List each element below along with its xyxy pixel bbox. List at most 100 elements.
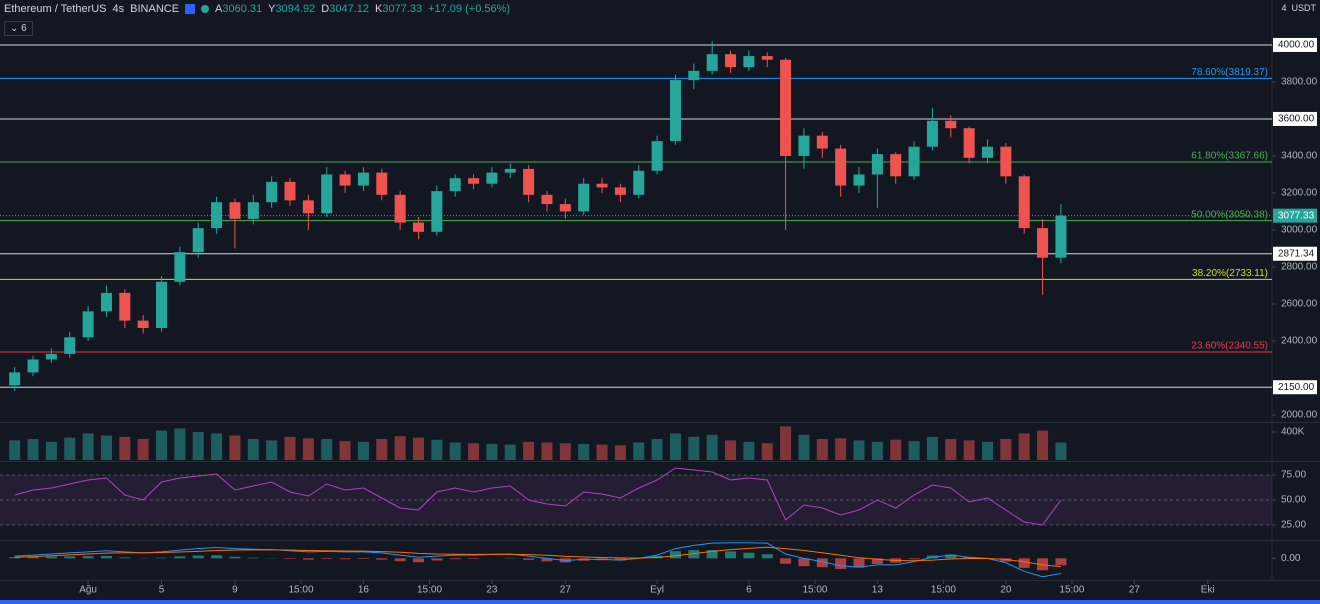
candle-body — [596, 183, 608, 188]
macd-histogram — [211, 555, 223, 559]
macd-histogram — [725, 551, 737, 559]
candle-body — [119, 292, 131, 321]
candle-body — [376, 172, 388, 195]
macd-histogram — [523, 558, 535, 560]
fib-label: 61.80%(3367.66) — [1191, 151, 1268, 162]
volume-bar — [890, 439, 902, 460]
bottom-bar — [0, 600, 1320, 604]
x-tick-label: 20 — [1000, 585, 1012, 596]
volume-bar — [504, 444, 516, 460]
volume-bar — [321, 439, 333, 460]
candle-body — [981, 146, 994, 158]
y-tick-label: 25.00 — [1281, 520, 1306, 531]
volume-bar — [908, 441, 920, 460]
last-price-label: 3077.33 — [1278, 210, 1315, 221]
volume-bar — [64, 437, 76, 460]
indicators-toggle[interactable]: ⌄ 6 — [4, 21, 33, 36]
volume-bar — [376, 439, 388, 460]
candle-body — [357, 172, 369, 186]
volume-bar — [211, 433, 223, 460]
y-tick-label: 3800.00 — [1281, 77, 1318, 88]
volume-bar — [1018, 433, 1030, 460]
candle-body — [559, 204, 571, 212]
macd-histogram — [412, 558, 424, 563]
x-tick-label: 15:00 — [289, 585, 314, 596]
volume-bar — [780, 426, 792, 460]
volume-bar — [119, 436, 131, 460]
candle-body — [541, 194, 553, 205]
x-tick-label: 27 — [1129, 585, 1141, 596]
y-tick-label: 3400.00 — [1281, 151, 1318, 162]
macd-histogram — [908, 558, 920, 560]
candle-body — [137, 320, 149, 329]
volume-bar — [541, 442, 553, 460]
volume-bar — [835, 438, 847, 460]
candle-body — [614, 187, 626, 195]
volume-bar — [963, 440, 975, 460]
volume-bar — [853, 440, 865, 460]
candle-body — [780, 59, 792, 156]
volume-bar — [284, 436, 296, 460]
interval: 4s — [112, 3, 125, 15]
volume-bar — [412, 437, 424, 460]
macd-histogram — [835, 558, 847, 569]
volume-bar — [669, 433, 681, 460]
macd-histogram — [82, 556, 94, 559]
volume-bar — [357, 441, 369, 460]
x-tick-label: 23 — [486, 585, 498, 596]
volume-bar — [926, 436, 938, 460]
ohlc-value: 3077.33 — [382, 3, 423, 15]
volume-bar — [981, 441, 994, 460]
candle-body — [835, 148, 847, 186]
volume-bar — [302, 438, 314, 460]
candle-body — [1000, 146, 1012, 177]
macd-histogram — [431, 558, 443, 561]
fib-label: 78.60%(3819.37) — [1191, 67, 1268, 78]
x-tick-label: 15:00 — [931, 585, 956, 596]
macd-histogram — [780, 558, 792, 564]
macd-histogram — [449, 558, 461, 560]
x-tick-label: 15:00 — [802, 585, 827, 596]
candle-body — [761, 56, 773, 60]
macd-histogram — [816, 558, 828, 568]
candle-body — [945, 120, 957, 129]
last-price-box — [1273, 208, 1317, 223]
candle-body — [908, 146, 920, 177]
macd-histogram — [688, 550, 700, 559]
macd-histogram — [339, 558, 351, 560]
macd-histogram — [284, 558, 296, 559]
volume-bar — [1000, 439, 1012, 460]
volume-bar — [449, 442, 461, 460]
volume-bar — [578, 443, 590, 460]
macd-histogram — [761, 554, 773, 559]
volume-bar — [816, 439, 828, 460]
volume-bar — [798, 434, 810, 460]
macd-histogram — [247, 557, 259, 559]
x-tick-label: Eki — [1201, 585, 1215, 596]
macd-histogram — [302, 558, 314, 560]
macd-histogram — [945, 554, 957, 559]
symbol: Ethereum / TetherUS — [4, 3, 107, 15]
macd-histogram — [468, 558, 480, 559]
candle-body — [1018, 176, 1030, 229]
macd-histogram — [614, 558, 626, 561]
macd-histogram — [119, 557, 131, 559]
flag-icon[interactable] — [185, 4, 196, 14]
candle-body — [504, 168, 516, 173]
volume-bar — [1055, 442, 1067, 460]
y-tick-label: 2800.00 — [1281, 262, 1318, 273]
volume-bar — [100, 435, 112, 460]
level-label: 2871.34 — [1278, 248, 1315, 259]
currency: 4 USDT — [1281, 3, 1316, 13]
volume-bar — [871, 441, 883, 460]
candle-body — [431, 191, 443, 232]
candle-body — [688, 70, 700, 81]
candle-body — [27, 359, 39, 373]
x-tick-label: 15:00 — [1059, 585, 1084, 596]
x-tick-label: 16 — [358, 585, 370, 596]
currency-badge: 4 — [1281, 3, 1287, 13]
candle-body — [926, 120, 938, 147]
macd-histogram — [27, 556, 39, 559]
macd-histogram — [706, 550, 718, 559]
ohlc-key: K — [374, 3, 383, 15]
